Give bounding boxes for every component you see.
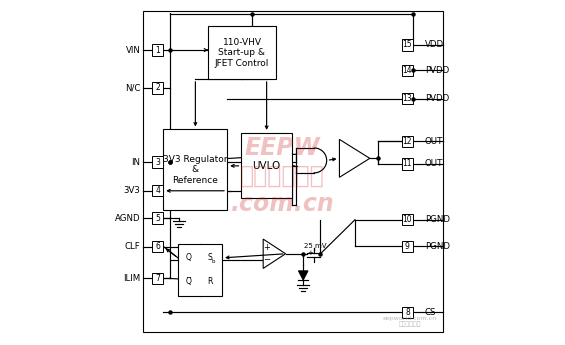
Text: 3V3 Regulator
&
Reference: 3V3 Regulator & Reference xyxy=(163,155,228,185)
Text: S: S xyxy=(208,253,212,263)
Bar xyxy=(402,93,413,105)
Text: 25 mV: 25 mV xyxy=(304,243,327,249)
Bar xyxy=(178,244,222,296)
Text: Q̅: Q̅ xyxy=(186,277,192,286)
Bar xyxy=(208,26,276,79)
Polygon shape xyxy=(263,239,285,268)
Text: −: − xyxy=(263,255,270,264)
Text: 12: 12 xyxy=(403,137,412,146)
Text: Q: Q xyxy=(186,253,192,263)
Bar xyxy=(402,39,413,51)
Text: UVLO: UVLO xyxy=(253,161,281,170)
Bar xyxy=(241,133,292,198)
Bar xyxy=(402,136,413,147)
Text: 10: 10 xyxy=(403,215,412,224)
Text: VDD: VDD xyxy=(425,40,444,49)
Text: N/C: N/C xyxy=(125,83,140,92)
Text: +: + xyxy=(307,249,313,256)
Bar xyxy=(402,65,413,76)
Bar xyxy=(152,213,163,224)
Text: 4: 4 xyxy=(155,186,160,195)
Bar xyxy=(402,241,413,252)
Text: PGND: PGND xyxy=(425,215,450,224)
Text: 3V3: 3V3 xyxy=(124,186,140,195)
Bar xyxy=(152,82,163,94)
Text: 6: 6 xyxy=(155,242,160,251)
Bar xyxy=(402,307,413,318)
Text: 8: 8 xyxy=(405,308,410,317)
Text: 3: 3 xyxy=(155,158,160,167)
Polygon shape xyxy=(298,271,308,280)
Text: AGND: AGND xyxy=(115,214,140,223)
Text: 15: 15 xyxy=(403,40,412,49)
Bar xyxy=(152,241,163,253)
Text: 14: 14 xyxy=(403,66,412,75)
Text: +: + xyxy=(263,243,270,252)
Text: IN: IN xyxy=(131,158,140,167)
Text: 13: 13 xyxy=(403,94,412,103)
Text: PGND: PGND xyxy=(425,242,450,251)
Text: CLF: CLF xyxy=(125,242,140,251)
Text: EEPW
电子产品世界
.com.cn: EEPW 电子产品世界 .com.cn xyxy=(231,136,334,216)
Text: PVDD: PVDD xyxy=(425,66,449,75)
Text: 11: 11 xyxy=(403,159,412,168)
Text: 2: 2 xyxy=(155,83,160,92)
Text: 5: 5 xyxy=(155,214,160,223)
Text: R: R xyxy=(207,277,213,286)
Text: OUT: OUT xyxy=(425,137,443,146)
Bar xyxy=(143,11,443,332)
Polygon shape xyxy=(340,139,370,177)
Bar xyxy=(402,214,413,226)
Bar xyxy=(152,185,163,197)
Text: CS: CS xyxy=(425,308,436,317)
Text: VIN: VIN xyxy=(125,46,140,55)
Bar xyxy=(402,158,413,169)
Bar xyxy=(152,45,163,56)
Text: 1: 1 xyxy=(155,46,160,55)
Text: eepworld.com.cn
电子工程世界: eepworld.com.cn 电子工程世界 xyxy=(383,316,437,327)
Text: PVDD: PVDD xyxy=(425,94,449,103)
Text: 110-VHV
Start-up &
JFET Control: 110-VHV Start-up & JFET Control xyxy=(215,38,269,68)
Text: 9: 9 xyxy=(405,242,410,251)
Text: OUT: OUT xyxy=(425,159,443,168)
Text: 7: 7 xyxy=(155,274,160,283)
Bar xyxy=(163,129,227,210)
Text: b: b xyxy=(211,259,215,264)
Bar xyxy=(152,273,163,284)
Bar xyxy=(152,156,163,168)
Text: ILIM: ILIM xyxy=(123,274,140,283)
